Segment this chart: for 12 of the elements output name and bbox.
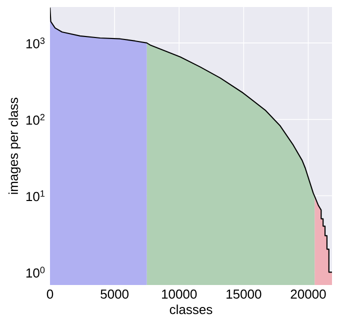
y-tick-label: 10$^{2}$ [26,114,45,125]
x-tick-label: 20000 [290,290,326,299]
y-tick-label: 10$^{3}$ [26,38,45,48]
y-tick-label: 10$^{1}$ [26,190,45,202]
line-series [50,7,332,273]
x-tick-label: 5000 [100,290,129,299]
x-axis-title: classes [170,304,212,314]
y-axis-title: images per class [8,98,21,194]
x-tick-label: 15000 [226,290,262,299]
x-tick-label: 10000 [162,290,197,299]
y-tick-label: 10$^{0}$ [26,266,45,278]
x-tick-label: 0 [46,290,54,299]
